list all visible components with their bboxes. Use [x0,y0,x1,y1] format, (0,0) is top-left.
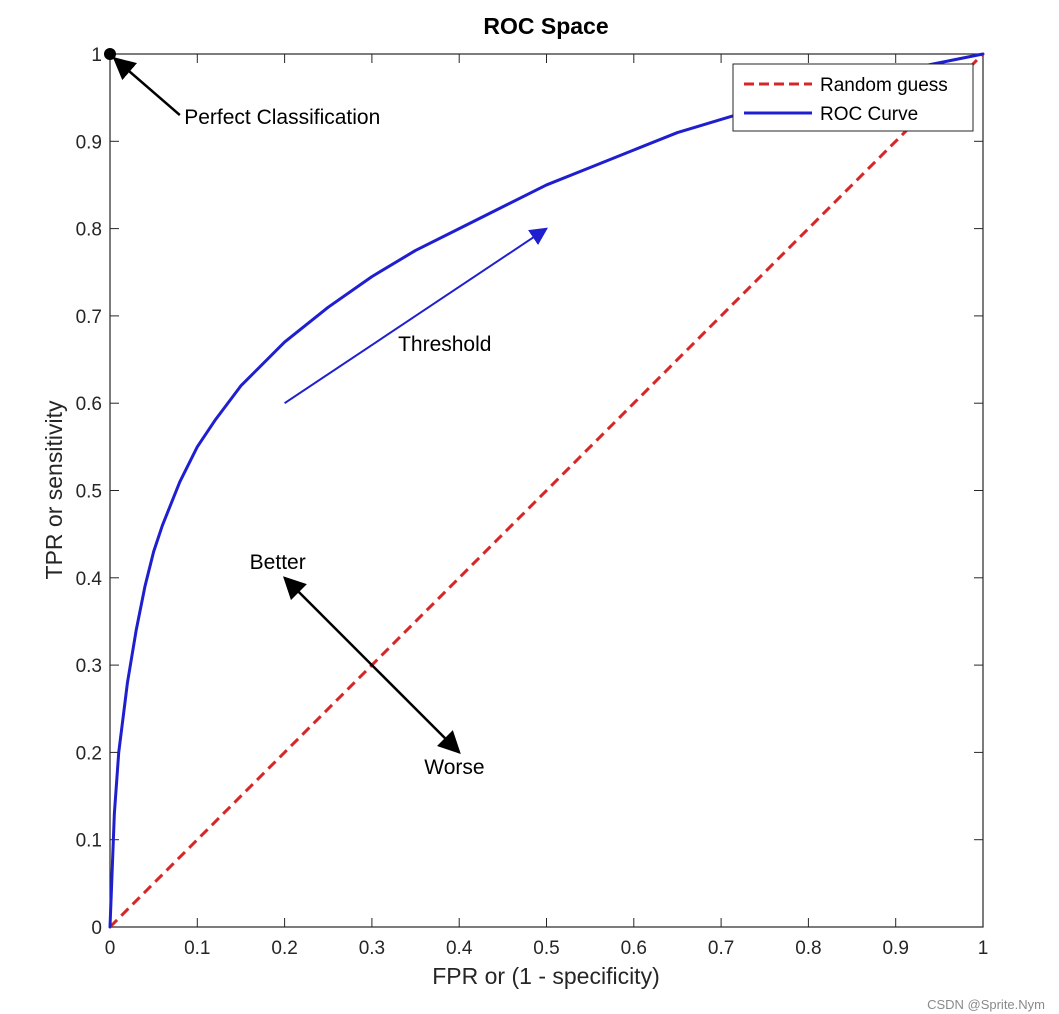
y-tick-label: 0.5 [76,482,102,503]
annotation-label-threshold: Threshold [398,333,491,356]
y-tick-label: 0.3 [76,656,102,677]
y-tick-label: 0.6 [76,394,102,415]
legend: Random guess ROC Curve [732,63,974,132]
x-tick-label: 0.9 [882,938,908,959]
x-tick-label: 0.7 [708,938,734,959]
y-tick-labels: 0 0.1 0.2 0.3 0.4 0.5 0.6 0.7 0.8 0.9 1 [76,45,103,939]
annotation-arrow-better [283,576,373,666]
annotation-label-worse: Worse [424,756,484,779]
y-tick-label: 0.1 [76,831,102,852]
annotation-label-perfect-classification: Perfect Classification [184,106,380,129]
annotation-arrow-perfect-classification [112,56,181,117]
y-tick-label: 0.9 [76,132,102,153]
y-axis-label: TPR or sensitivity [41,400,67,579]
x-tick-label: 0.1 [184,938,210,959]
legend-label-roc-curve: ROC Curve [820,104,918,125]
y-tick-label: 0 [91,918,102,939]
y-tick-label: 0.7 [76,307,102,328]
x-tick-label: 0.4 [446,938,473,959]
annotation-arrow-worse [371,664,461,754]
x-tick-label: 0.8 [795,938,821,959]
x-axis-label: FPR or (1 - specificity) [432,963,659,989]
annotation-arrow-threshold [284,227,548,405]
x-tick-label: 0 [105,938,116,959]
x-tick-label: 0.5 [533,938,559,959]
chart-title: ROC Space [483,13,608,39]
y-tick-label: 0.2 [76,743,102,764]
x-tick-label: 0.2 [271,938,297,959]
x-tick-label: 1 [978,938,989,959]
annotation-label-better: Better [250,551,306,574]
annotation-layer: Perfect Classification Threshold Better Wor… [112,56,548,779]
x-tick-label: 0.3 [359,938,385,959]
y-tick-label: 0.8 [76,220,102,241]
legend-label-random-guess: Random guess [820,75,948,96]
x-tick-label: 0.6 [621,938,647,959]
perfect-classification-point [104,48,116,60]
y-tick-label: 0.4 [76,569,103,590]
series-line-random-guess [108,52,985,929]
y-tick-label: 1 [91,45,102,66]
legend-box [732,63,974,132]
x-tick-labels: 0 0.1 0.2 0.3 0.4 0.5 0.6 0.7 0.8 0.9 1 [105,938,989,959]
watermark: CSDN @Sprite.Nym [927,997,1045,1012]
